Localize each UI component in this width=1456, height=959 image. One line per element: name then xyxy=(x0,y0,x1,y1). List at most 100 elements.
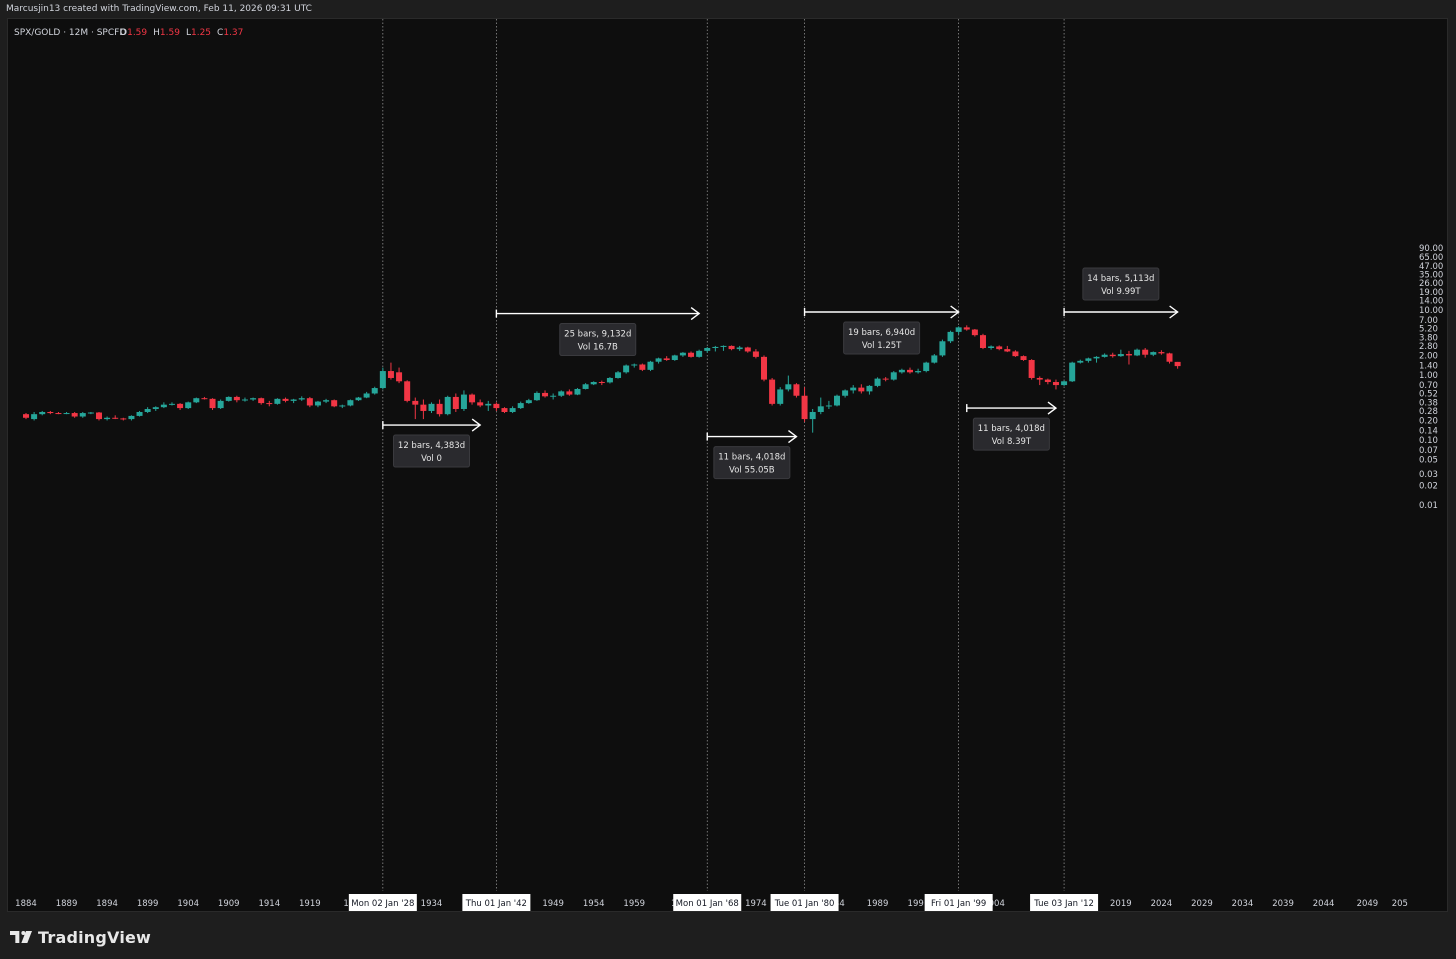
candle-body xyxy=(785,384,792,390)
candle-body xyxy=(858,387,865,392)
time-tick-label: 19 xyxy=(343,899,354,909)
date-range-measure[interactable]: 25 bars, 9,132d Vol 16.7B xyxy=(495,307,701,357)
candle-body xyxy=(274,398,281,404)
candle-body xyxy=(501,408,508,412)
candle-body xyxy=(306,398,313,406)
candle-body xyxy=(923,362,930,372)
candle-body xyxy=(31,414,38,420)
candle-body xyxy=(23,414,29,418)
price-tick-label: 0.52 xyxy=(1419,389,1438,399)
candle-body xyxy=(639,364,646,370)
candle-body xyxy=(1069,362,1076,382)
candle-body xyxy=(777,389,784,404)
legend-symbol: SPX/GOLD · 12M · SPCFD xyxy=(14,28,126,38)
time-tick-label: 2019 xyxy=(1110,899,1132,909)
candle-body xyxy=(801,395,808,420)
date-marker-badge-bg xyxy=(462,894,531,911)
candle-body xyxy=(160,404,167,408)
price-tick-label: 0.14 xyxy=(1419,427,1438,437)
measure-bars-days: 11 bars, 4,018d xyxy=(978,424,1045,434)
chart-panel[interactable]: 12 bars, 4,383d Vol 0 25 bars, 9,132d Vol 1… xyxy=(7,18,1448,912)
candle-body xyxy=(1125,354,1132,356)
candle-body xyxy=(793,384,800,396)
price-tick-label: 35.00 xyxy=(1419,271,1443,281)
candle-body xyxy=(217,400,224,409)
candle-body xyxy=(842,390,849,396)
candle-body xyxy=(1036,377,1043,380)
candle-body xyxy=(258,398,265,404)
measurement-tools: 12 bars, 4,383d Vol 0 25 bars, 9,132d Vol 1… xyxy=(382,267,1179,480)
candle-body xyxy=(1142,349,1149,355)
measure-volume: Vol 9.99T xyxy=(1101,287,1141,297)
candle-body xyxy=(898,369,905,373)
arrowhead-icon xyxy=(788,430,798,444)
candle-body xyxy=(185,402,192,409)
price-tick-label: 1.40 xyxy=(1419,361,1438,371)
candle-body xyxy=(655,358,662,362)
candle-body xyxy=(647,361,654,370)
candle-body xyxy=(469,394,476,403)
date-range-measure[interactable]: 19 bars, 6,940d Vol 1.25T xyxy=(803,305,960,355)
arrowhead-icon xyxy=(690,307,701,321)
date-marker-label: Mon 01 Jan '68 xyxy=(676,899,739,909)
candle-body xyxy=(290,399,297,401)
time-tick-label: 2029 xyxy=(1191,899,1213,909)
candle-body xyxy=(866,385,873,392)
candle-body xyxy=(404,381,411,401)
candle-body xyxy=(331,400,338,407)
candle-body xyxy=(728,345,735,350)
candle-body xyxy=(241,399,248,401)
time-tick-label: 2024 xyxy=(1151,899,1173,909)
price-chart[interactable]: 12 bars, 4,383d Vol 0 25 bars, 9,132d Vol 1… xyxy=(8,19,1447,911)
candle-body xyxy=(363,393,370,398)
candle-body xyxy=(1061,381,1068,386)
candle-body xyxy=(1028,360,1035,378)
candle-body xyxy=(939,341,946,356)
candle-body xyxy=(1109,354,1116,357)
measure-volume: Vol 0 xyxy=(421,454,442,464)
measure-bars-days: 19 bars, 6,940d xyxy=(848,328,915,338)
time-tick-label: 1919 xyxy=(299,899,321,909)
price-tick-label: 26.00 xyxy=(1419,279,1443,289)
candle-body xyxy=(574,388,581,395)
date-marker-label: Fri 01 Jan '99 xyxy=(931,899,986,909)
candle-body xyxy=(177,403,184,409)
candle-body xyxy=(225,396,232,401)
candle-body xyxy=(1085,358,1092,361)
time-tick-label: 1894 xyxy=(96,899,118,909)
candle-body xyxy=(517,403,524,409)
price-tick-label: 65.00 xyxy=(1419,253,1443,263)
candle-body xyxy=(144,409,151,412)
time-tick-label: 1904 xyxy=(177,899,199,909)
candle-body xyxy=(339,405,346,407)
candle-body xyxy=(95,412,102,420)
date-range-measure[interactable]: 11 bars, 4,018d Vol 8.39T xyxy=(966,401,1058,451)
date-range-measure[interactable]: 12 bars, 4,383d Vol 0 xyxy=(382,418,482,468)
measure-info-box xyxy=(1082,267,1160,301)
candle-body xyxy=(525,400,532,404)
candle-body xyxy=(282,398,289,401)
price-tick-label: 7.00 xyxy=(1419,316,1438,326)
measure-info-box xyxy=(393,434,470,468)
candle-body xyxy=(420,404,427,411)
candle-body xyxy=(112,417,119,419)
candle-body xyxy=(1020,356,1027,361)
date-range-measure[interactable]: 14 bars, 5,113d Vol 9.99T xyxy=(1063,267,1179,319)
candle-body xyxy=(696,350,703,357)
candle-body xyxy=(477,402,484,406)
candle-body xyxy=(736,347,743,350)
date-marker-label: Mon 02 Jan '28 xyxy=(351,899,414,909)
candle-body xyxy=(623,365,630,373)
candle-body xyxy=(558,391,565,396)
legend-c-label: C xyxy=(217,28,223,38)
date-range-measure[interactable]: 11 bars, 4,018d Vol 55.05B xyxy=(706,430,798,480)
date-marker-badge: Tue 03 Jan '12 xyxy=(1030,894,1099,911)
candle-body xyxy=(1166,353,1173,362)
date-marker-label: Tue 03 Jan '12 xyxy=(1033,899,1094,909)
date-marker-label: Tue 01 Jan '80 xyxy=(774,899,835,909)
candle-body xyxy=(371,388,378,394)
candle-body xyxy=(266,403,273,405)
candle-body xyxy=(761,356,768,380)
candle-body xyxy=(550,395,557,397)
candle-body xyxy=(436,403,443,415)
